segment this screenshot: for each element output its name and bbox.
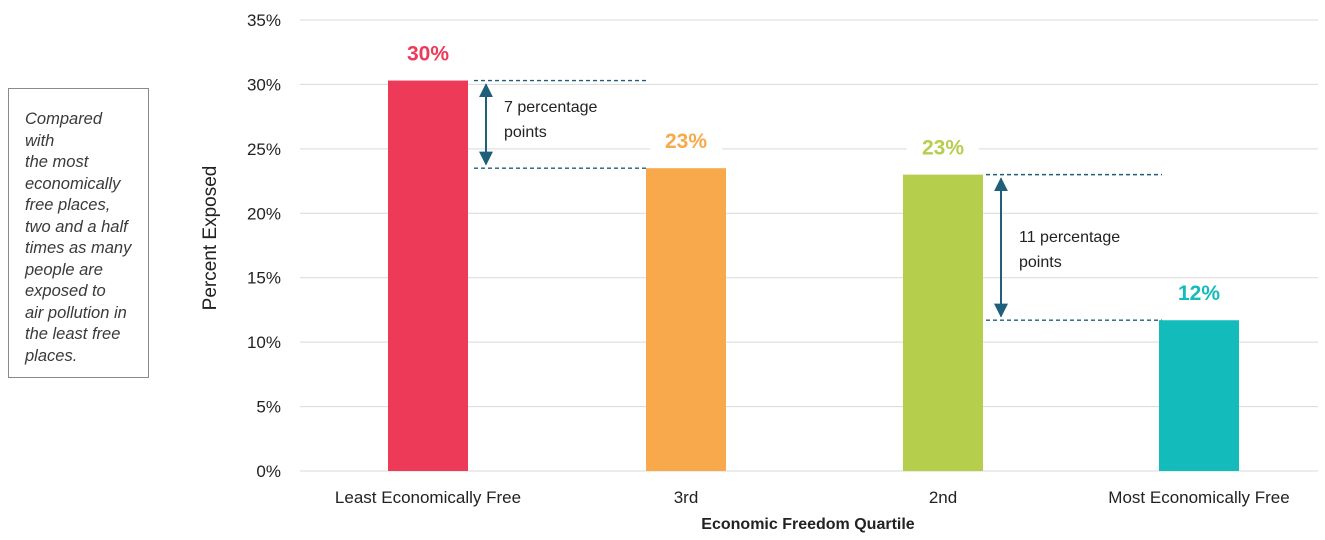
data-label-bg [392, 40, 464, 69]
bar [388, 80, 468, 471]
x-axis-title: Economic Freedom Quartile [701, 516, 914, 533]
data-label-bg [1163, 280, 1235, 309]
annotation-text: points [1019, 254, 1062, 271]
annotation-dashed-lines [474, 79, 1162, 321]
x-category-label: Least Economically Free [335, 488, 521, 507]
data-labels: 30% 23% 23% 12% [392, 40, 1235, 309]
x-category-label: 3rd [674, 488, 699, 507]
data-label: 12% [1178, 282, 1220, 305]
callout-box: Compared with the most economically free… [8, 88, 149, 378]
bars [388, 80, 1239, 471]
bar [903, 174, 983, 471]
x-axis-categories: Least Economically Free 3rd 2nd Most Econom… [335, 488, 1290, 507]
y-tick-label: 5% [256, 398, 281, 417]
bar [1159, 320, 1239, 471]
x-category-label: 2nd [929, 488, 957, 507]
annotation-text: 7 percentage [504, 99, 598, 116]
y-tick-label: 35% [247, 11, 281, 30]
x-category-label: Most Economically Free [1108, 488, 1289, 507]
data-label: 30% [407, 43, 449, 66]
y-axis-ticks: 0% 5% 10% 15% 20% 25% 30% 35% [247, 11, 281, 481]
data-label-bg [907, 134, 979, 163]
gridlines [300, 19, 1318, 472]
y-tick-label: 30% [247, 75, 281, 94]
bar [646, 168, 726, 471]
y-tick-label: 10% [247, 333, 281, 352]
y-tick-label: 20% [247, 204, 281, 223]
y-tick-label: 15% [247, 269, 281, 288]
annotation-text: points [504, 124, 547, 141]
data-label: 23% [922, 137, 964, 160]
annotations: 7 percentage points 11 percentage points [479, 83, 1120, 318]
y-tick-label: 0% [256, 462, 281, 481]
y-axis-title: Percent Exposed [200, 166, 221, 311]
data-label: 23% [665, 130, 707, 153]
annotation-text: 11 percentage [1019, 229, 1120, 246]
data-label-bg [650, 128, 722, 157]
y-tick-label: 25% [247, 140, 281, 159]
